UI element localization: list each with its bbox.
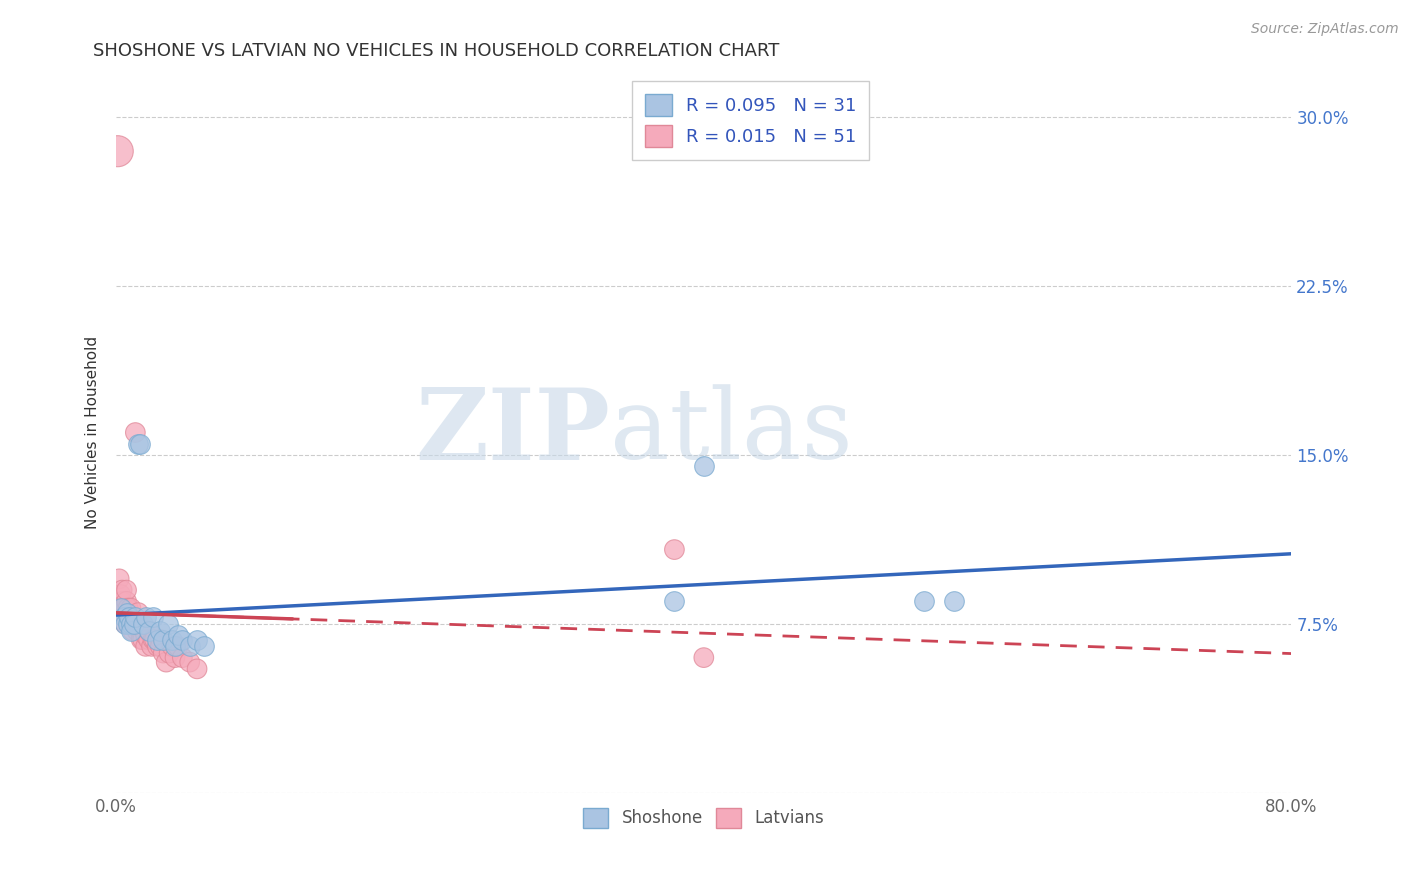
Y-axis label: No Vehicles in Household: No Vehicles in Household <box>86 336 100 529</box>
Point <box>127 437 149 451</box>
Point <box>163 640 186 654</box>
Point <box>114 616 136 631</box>
Point <box>120 616 142 631</box>
Text: ZIP: ZIP <box>415 384 610 481</box>
Point <box>155 655 177 669</box>
Point <box>128 624 150 638</box>
Point <box>172 632 194 647</box>
Point <box>138 624 160 638</box>
Point <box>120 601 142 615</box>
Point <box>110 601 132 615</box>
Point <box>132 616 155 631</box>
Point <box>138 632 160 647</box>
Point <box>167 628 190 642</box>
Point <box>186 632 208 647</box>
Point <box>122 610 145 624</box>
Point <box>186 662 208 676</box>
Point <box>121 624 143 638</box>
Point <box>112 601 135 615</box>
Point <box>138 624 160 638</box>
Legend: Shoshone, Latvians: Shoshone, Latvians <box>576 801 831 835</box>
Point <box>134 624 156 638</box>
Point <box>120 616 142 631</box>
Point <box>112 610 135 624</box>
Point <box>167 640 190 654</box>
Point <box>942 594 965 608</box>
Point <box>693 650 716 665</box>
Point <box>117 601 139 615</box>
Point <box>118 610 141 624</box>
Point <box>124 610 146 624</box>
Point <box>128 437 150 451</box>
Point <box>108 572 131 586</box>
Point <box>146 640 169 654</box>
Point <box>115 594 138 608</box>
Text: Source: ZipAtlas.com: Source: ZipAtlas.com <box>1251 22 1399 37</box>
Point <box>135 640 157 654</box>
Point <box>149 624 172 638</box>
Point <box>152 646 174 660</box>
Point <box>121 616 143 631</box>
Point <box>912 594 935 608</box>
Point <box>179 655 201 669</box>
Point <box>157 646 180 660</box>
Point <box>156 616 179 631</box>
Point <box>129 632 152 647</box>
Point <box>117 610 139 624</box>
Point <box>172 650 194 665</box>
Text: SHOSHONE VS LATVIAN NO VEHICLES IN HOUSEHOLD CORRELATION CHART: SHOSHONE VS LATVIAN NO VEHICLES IN HOUSE… <box>93 42 779 60</box>
Point <box>160 632 183 647</box>
Point <box>112 610 135 624</box>
Point <box>124 425 146 440</box>
Point <box>160 640 183 654</box>
Point <box>114 616 136 631</box>
Point <box>127 616 149 631</box>
Point <box>122 616 145 631</box>
Point <box>115 583 138 598</box>
Point <box>163 650 186 665</box>
Point <box>152 632 174 647</box>
Point <box>115 606 138 620</box>
Point <box>143 632 166 647</box>
Point <box>179 640 201 654</box>
Point <box>122 616 145 631</box>
Point <box>118 610 141 624</box>
Point <box>120 624 142 638</box>
Point <box>664 594 686 608</box>
Point <box>110 601 132 615</box>
Point <box>125 624 148 638</box>
Point <box>127 606 149 620</box>
Point <box>118 616 141 631</box>
Point <box>193 640 215 654</box>
Point <box>149 632 172 647</box>
Point <box>693 459 716 474</box>
Point <box>114 610 136 624</box>
Point <box>117 616 139 631</box>
Point <box>135 610 157 624</box>
Point <box>142 632 165 647</box>
Point <box>107 145 129 159</box>
Point <box>111 594 134 608</box>
Point <box>146 632 169 647</box>
Point <box>110 588 132 602</box>
Point <box>111 583 134 598</box>
Point <box>132 632 155 647</box>
Text: atlas: atlas <box>610 384 852 481</box>
Point <box>135 628 157 642</box>
Point <box>664 542 686 557</box>
Point <box>142 610 165 624</box>
Point <box>149 640 172 654</box>
Point <box>141 640 163 654</box>
